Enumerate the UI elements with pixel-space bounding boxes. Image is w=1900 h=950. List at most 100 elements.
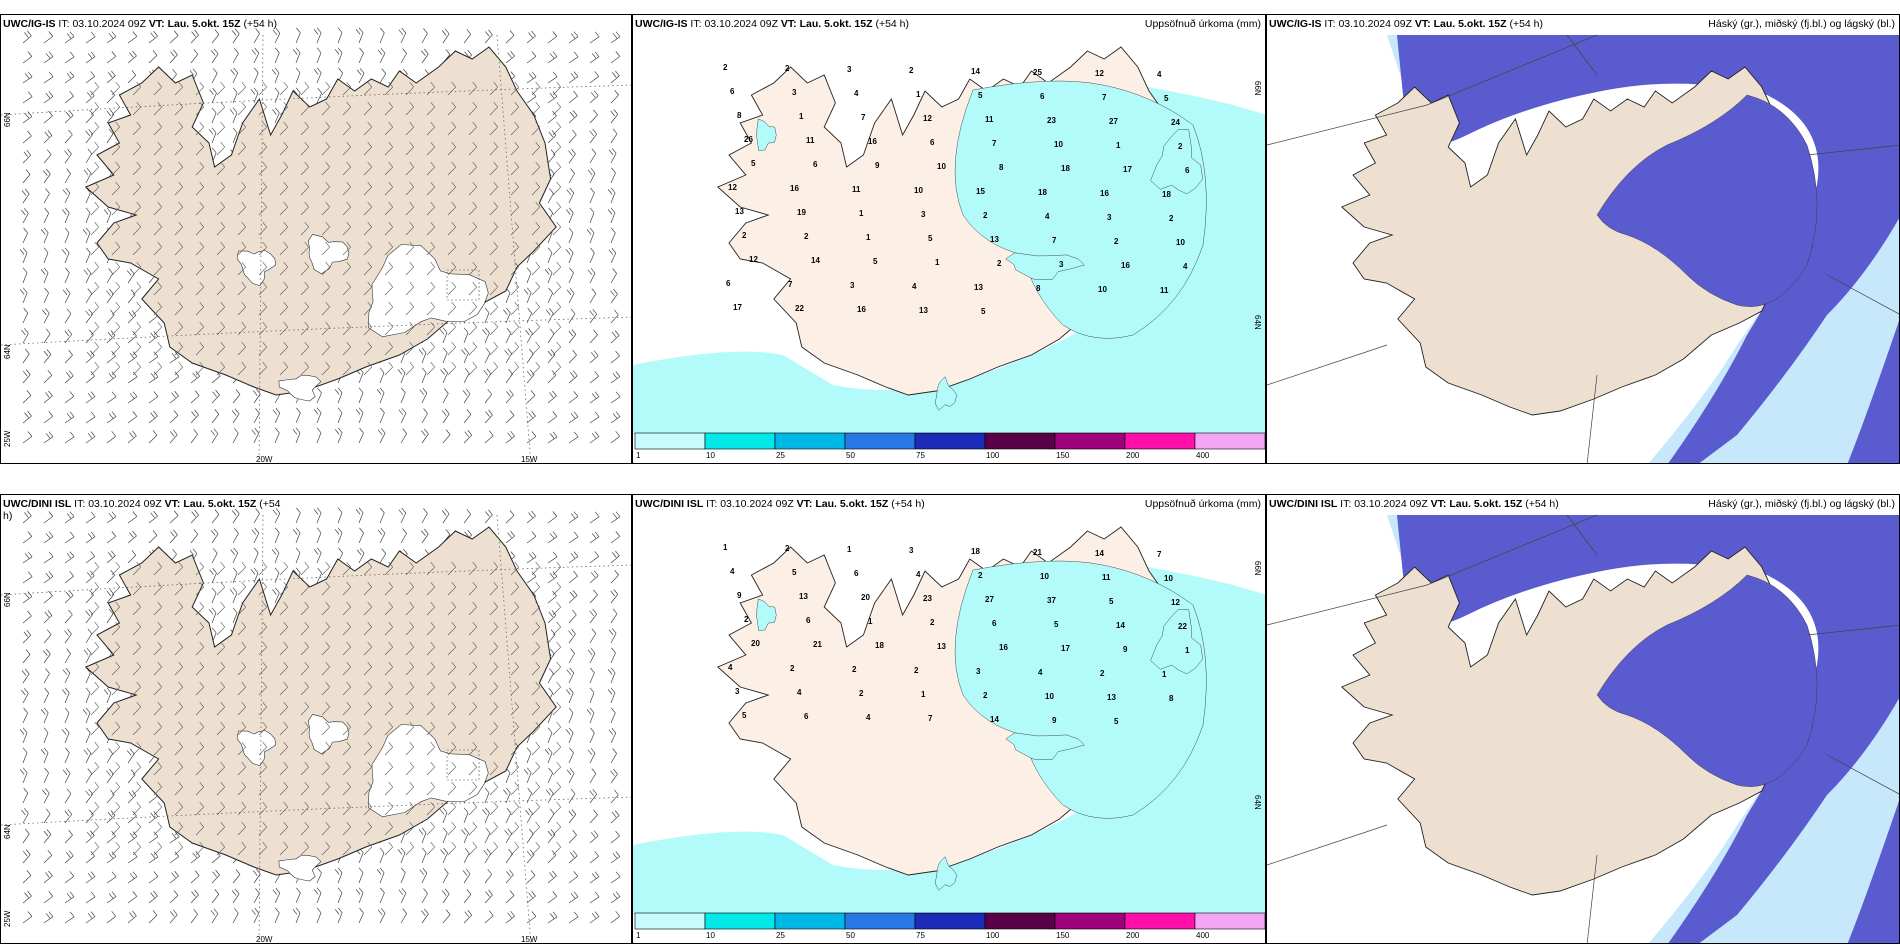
precip-value: 25 xyxy=(1033,68,1042,77)
lon-label-20w: 20W xyxy=(256,935,273,944)
precip-value: 1 xyxy=(868,617,873,626)
precip-value: 13 xyxy=(1107,693,1116,702)
precip-value: 9 xyxy=(875,161,880,170)
precip-value: 2 xyxy=(983,211,988,220)
precip-value: 11 xyxy=(1102,573,1111,582)
colorbar-swatch xyxy=(1124,912,1196,930)
precip-value: 5 xyxy=(751,159,756,168)
precip-value: 12 xyxy=(1171,598,1180,607)
colorbar-label: 50 xyxy=(846,451,855,460)
high-cloud xyxy=(1397,515,1899,943)
precip-value: 18 xyxy=(875,641,884,650)
high-cloud-land xyxy=(1596,94,1818,307)
wind-map: 66N 64N 25W 20W 15W xyxy=(1,507,631,944)
precip-value: 16 xyxy=(1100,189,1109,198)
precip-value: 2 xyxy=(909,66,914,75)
precip-value: 2 xyxy=(1169,214,1174,223)
precip-panel-dini: UWC/DINI ISL IT: 03.10.2024 09Z VT: Lau.… xyxy=(632,494,1266,944)
precip-value: 3 xyxy=(976,667,981,676)
glaciers xyxy=(236,714,489,882)
lon-label-15w: 15W xyxy=(521,455,538,464)
precip-value: 3 xyxy=(847,65,852,74)
high-cloud-land xyxy=(1596,574,1818,787)
precip-value: 16 xyxy=(868,137,877,146)
precip-value: 2 xyxy=(997,259,1002,268)
precip-value: 4 xyxy=(1045,212,1050,221)
iceland-land xyxy=(84,526,557,876)
precip-value: 9 xyxy=(1052,716,1057,725)
precip-value: 21 xyxy=(813,640,822,649)
precip-land xyxy=(756,560,1207,891)
precip-panel-igis: UWC/IG-IS IT: 03.10.2024 09Z VT: Lau. 5.… xyxy=(632,14,1266,464)
precip-value: 2 xyxy=(785,544,790,553)
precip-sea xyxy=(633,555,1265,915)
colorbar-label: 25 xyxy=(776,931,785,940)
glaciers xyxy=(236,234,489,402)
precip-land xyxy=(756,80,1207,411)
precip-value: 26 xyxy=(744,135,753,144)
precip-value: 5 xyxy=(1114,717,1119,726)
precip-value: 6 xyxy=(806,616,811,625)
precip-value: 14 xyxy=(990,715,999,724)
precip-value: 21 xyxy=(1033,548,1042,557)
precip-value: 4 xyxy=(916,570,921,579)
precip-value: 13 xyxy=(919,306,928,315)
precip-value: 5 xyxy=(1164,94,1169,103)
precip-value: 4 xyxy=(1157,70,1162,79)
precip-value: 4 xyxy=(797,688,802,697)
precip-value: 1 xyxy=(859,209,864,218)
precip-value: 10 xyxy=(1176,238,1185,247)
precip-value: 1 xyxy=(916,90,921,99)
precip-value: 1 xyxy=(1116,141,1121,150)
colorbar-label: 1 xyxy=(636,451,641,460)
precip-value: 1 xyxy=(799,112,804,121)
precip-value: 19 xyxy=(797,208,806,217)
precip-value: 1 xyxy=(935,258,940,267)
precip-value: 18 xyxy=(1162,190,1171,199)
precip-value: 24 xyxy=(1171,118,1180,127)
colorbar-label: 200 xyxy=(1126,931,1140,940)
precip-value: 3 xyxy=(1107,213,1112,222)
precip-value: 23 xyxy=(923,594,932,603)
precip-value: 17 xyxy=(1123,165,1132,174)
precip-value: 13 xyxy=(937,642,946,651)
colorbar-label: 25 xyxy=(776,451,785,460)
panel-header: UWC/DINI ISL IT: 03.10.2024 09Z VT: Lau.… xyxy=(3,498,281,522)
wind-panel-dini: UWC/DINI ISL IT: 03.10.2024 09Z VT: Lau.… xyxy=(0,494,632,944)
precip-value: 6 xyxy=(730,87,735,96)
colorbar-swatch xyxy=(634,432,706,450)
precip-value: 17 xyxy=(1061,644,1070,653)
precip-value: 2 xyxy=(983,691,988,700)
precip-value: 23 xyxy=(1047,116,1056,125)
colorbar-swatch xyxy=(1124,432,1196,450)
colorbar-swatch xyxy=(984,432,1056,450)
precip-value: 2 xyxy=(790,664,795,673)
cloud-panel-igis: UWC/IG-IS IT: 03.10.2024 09Z VT: Lau. 5.… xyxy=(1266,14,1900,464)
precip-value: 2 xyxy=(852,665,857,674)
precip-value: 1 xyxy=(1185,646,1190,655)
cloud-map xyxy=(1267,514,1899,943)
precip-value: 7 xyxy=(928,714,933,723)
precip-value: 27 xyxy=(985,595,994,604)
precip-value: 11 xyxy=(806,136,815,145)
colorbar-swatch xyxy=(844,432,916,450)
panel-header: UWC/IG-IS IT: 03.10.2024 09Z VT: Lau. 5.… xyxy=(3,18,278,30)
panel-right-title: Háský (gr.), miðský (fj.bl.) og lágský (… xyxy=(1708,498,1895,510)
precip-value: 6 xyxy=(804,712,809,721)
precip-value: 4 xyxy=(912,282,917,291)
panel-header: UWC/DINI ISL IT: 03.10.2024 09Z VT: Lau.… xyxy=(1269,498,1559,510)
precip-value: 14 xyxy=(811,256,820,265)
precip-value: 13 xyxy=(974,283,983,292)
colorbar-swatch xyxy=(914,912,986,930)
colorbar-label: 10 xyxy=(706,931,715,940)
precip-value: 12 xyxy=(923,114,932,123)
wind-panel-igis: UWC/IG-IS IT: 03.10.2024 09Z VT: Lau. 5.… xyxy=(0,14,632,464)
precip-value: 2 xyxy=(723,63,728,72)
precip-value: 8 xyxy=(737,111,742,120)
lat-label-64n: 64N xyxy=(1253,315,1262,330)
precip-value: 1 xyxy=(1162,670,1167,679)
colorbar-swatch xyxy=(914,432,986,450)
colorbar-label: 400 xyxy=(1196,931,1210,940)
high-cloud xyxy=(1397,35,1899,463)
